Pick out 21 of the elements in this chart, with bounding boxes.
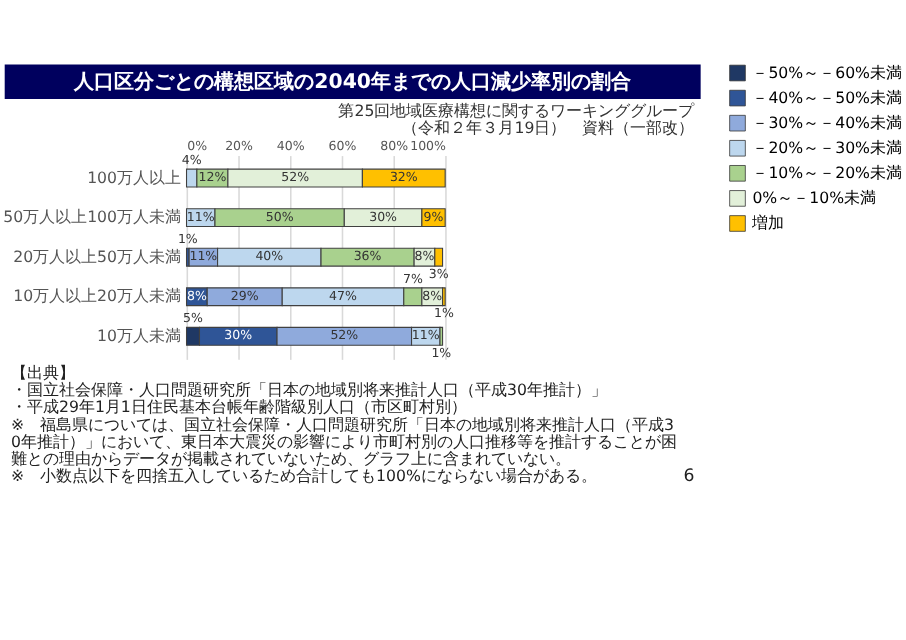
text: ※ 福島県については、国立社会保障・人口問題研究所「日本の地域別将来推計人口（平成30年推計）」において、東日本大震災の影響により市町村別の人口推移等を推計することが困難との理由からデータが掲載されていないため、グラフ上に含まれていない。 (10, 415, 677, 469)
text: 6 (683, 467, 695, 488)
text: ・国立社会保障・人口問題研究所「日本の地域別将来推計人口（平成30年推計）」 (10, 381, 607, 400)
legend-label: －30%～－40%未満 (752, 113, 903, 132)
legend-label: 0%～－10%未満 (752, 189, 877, 208)
legend-label: －50%～－60%未満 (752, 63, 903, 82)
text: （令和２年３月19日） 資料（一部改） (402, 119, 695, 138)
legend-label: －10%～－20%未満 (752, 164, 903, 183)
y-tick-label: 10万人未満 (97, 327, 182, 346)
y-tick-label: 100万人以上 (87, 168, 182, 187)
text: ※ 小数点以下を四捨五入しているため合計しても100%にならない場合がある。 (10, 467, 597, 486)
text: ・平成29年1月1日住民基本台帳年齢階級別人口（市区町村別） (10, 398, 467, 417)
text: 第25回地域医療構想に関するワーキンググループ (338, 102, 697, 121)
legend-label: －40%～－50%未満 (752, 88, 903, 107)
y-tick-label: 10万人以上20万人未満 (13, 287, 182, 306)
y-tick-label: 50万人以上100万人未満 (3, 208, 182, 227)
text: 【出典】 (10, 363, 75, 382)
y-tick-label: 20万人以上50万人未満 (13, 247, 182, 266)
legend-label: 増加 (750, 214, 785, 233)
chart-title: 人口区分ごとの構想区域の2040年までの人口減少率別の割合 (72, 69, 633, 94)
legend-label: －20%～－30%未満 (752, 138, 903, 157)
